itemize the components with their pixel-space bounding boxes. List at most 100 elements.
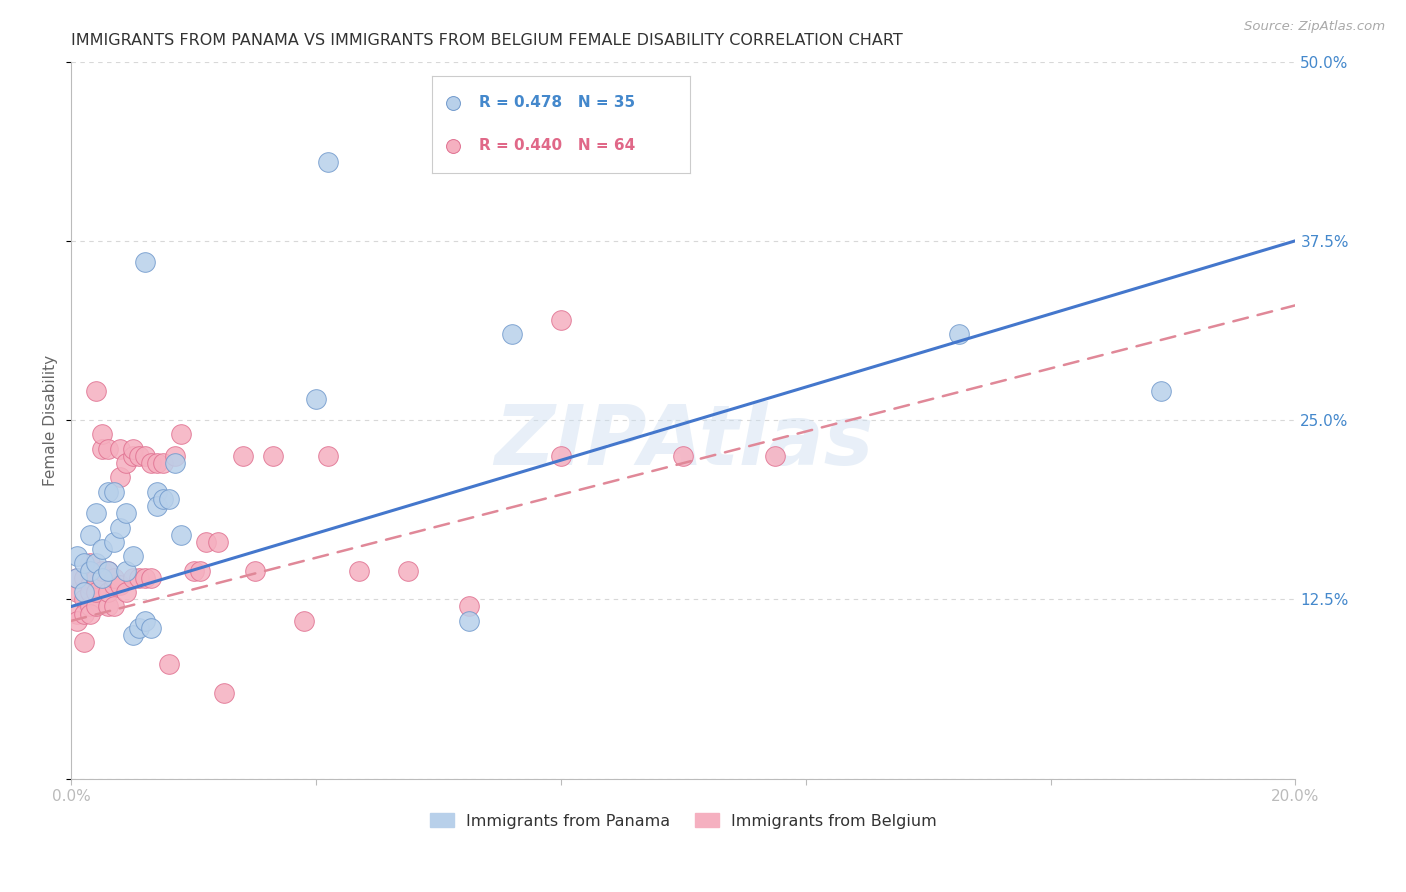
Point — [232, 449, 254, 463]
Point — [170, 427, 193, 442]
Point — [458, 599, 481, 614]
Point — [128, 571, 150, 585]
Point — [66, 607, 89, 621]
Point — [110, 442, 132, 456]
Point — [97, 484, 120, 499]
Point — [97, 564, 120, 578]
Point — [84, 384, 107, 399]
Point — [318, 154, 340, 169]
Point — [550, 312, 572, 326]
Point — [72, 635, 94, 649]
Point — [115, 564, 138, 578]
Point — [97, 564, 120, 578]
Point — [948, 326, 970, 341]
Point — [214, 685, 236, 699]
Point — [110, 578, 132, 592]
Point — [103, 535, 125, 549]
Point — [90, 564, 112, 578]
Text: IMMIGRANTS FROM PANAMA VS IMMIGRANTS FROM BELGIUM FEMALE DISABILITY CORRELATION : IMMIGRANTS FROM PANAMA VS IMMIGRANTS FRO… — [72, 33, 903, 48]
Point — [90, 542, 112, 557]
Point — [79, 607, 101, 621]
Point — [157, 491, 180, 506]
Point — [134, 614, 156, 628]
Point — [79, 585, 101, 599]
Point — [110, 520, 132, 534]
Point — [128, 449, 150, 463]
Point — [347, 564, 370, 578]
Point — [66, 571, 89, 585]
Point — [165, 456, 187, 470]
Point — [79, 599, 101, 614]
Point — [72, 557, 94, 571]
Point — [165, 449, 187, 463]
Point — [183, 564, 205, 578]
Point — [146, 484, 169, 499]
Point — [84, 585, 107, 599]
Point — [121, 628, 143, 642]
Point — [84, 599, 107, 614]
Point — [66, 571, 89, 585]
Point — [121, 549, 143, 564]
Point — [97, 585, 120, 599]
Point — [146, 499, 169, 513]
Point — [103, 571, 125, 585]
Point — [152, 491, 174, 506]
Point — [243, 564, 266, 578]
Text: Source: ZipAtlas.com: Source: ZipAtlas.com — [1244, 20, 1385, 33]
Point — [66, 614, 89, 628]
Legend: Immigrants from Panama, Immigrants from Belgium: Immigrants from Panama, Immigrants from … — [423, 806, 943, 835]
Point — [72, 592, 94, 607]
Point — [103, 578, 125, 592]
Point — [90, 427, 112, 442]
Point — [115, 506, 138, 520]
Point — [72, 585, 94, 599]
Point — [121, 449, 143, 463]
Point — [84, 557, 107, 571]
Point — [66, 585, 89, 599]
Point — [79, 528, 101, 542]
Point — [458, 614, 481, 628]
Point — [134, 449, 156, 463]
Point — [90, 571, 112, 585]
Point — [115, 585, 138, 599]
Point — [207, 535, 229, 549]
Point — [550, 449, 572, 463]
Point — [84, 506, 107, 520]
Point — [79, 557, 101, 571]
Point — [1150, 384, 1173, 399]
Point — [79, 564, 101, 578]
Point — [672, 449, 695, 463]
Point — [121, 571, 143, 585]
Point — [110, 470, 132, 484]
Point — [90, 442, 112, 456]
Point — [292, 614, 315, 628]
Point — [305, 392, 328, 406]
Point — [84, 571, 107, 585]
Point — [194, 535, 217, 549]
Point — [318, 449, 340, 463]
Point — [128, 621, 150, 635]
Point — [139, 456, 162, 470]
Point — [97, 442, 120, 456]
Point — [72, 571, 94, 585]
Point — [501, 326, 523, 341]
Point — [72, 607, 94, 621]
Point — [139, 571, 162, 585]
Point — [115, 456, 138, 470]
Point — [152, 456, 174, 470]
Point — [121, 442, 143, 456]
Point — [66, 549, 89, 564]
Point — [79, 578, 101, 592]
Point — [103, 599, 125, 614]
Point — [90, 571, 112, 585]
Point — [146, 456, 169, 470]
Point — [97, 599, 120, 614]
Point — [134, 571, 156, 585]
Point — [170, 528, 193, 542]
Text: ZIPAtlas: ZIPAtlas — [494, 401, 873, 482]
Point — [139, 621, 162, 635]
Point — [188, 564, 211, 578]
Y-axis label: Female Disability: Female Disability — [44, 354, 58, 485]
Point — [103, 484, 125, 499]
Point — [396, 564, 419, 578]
